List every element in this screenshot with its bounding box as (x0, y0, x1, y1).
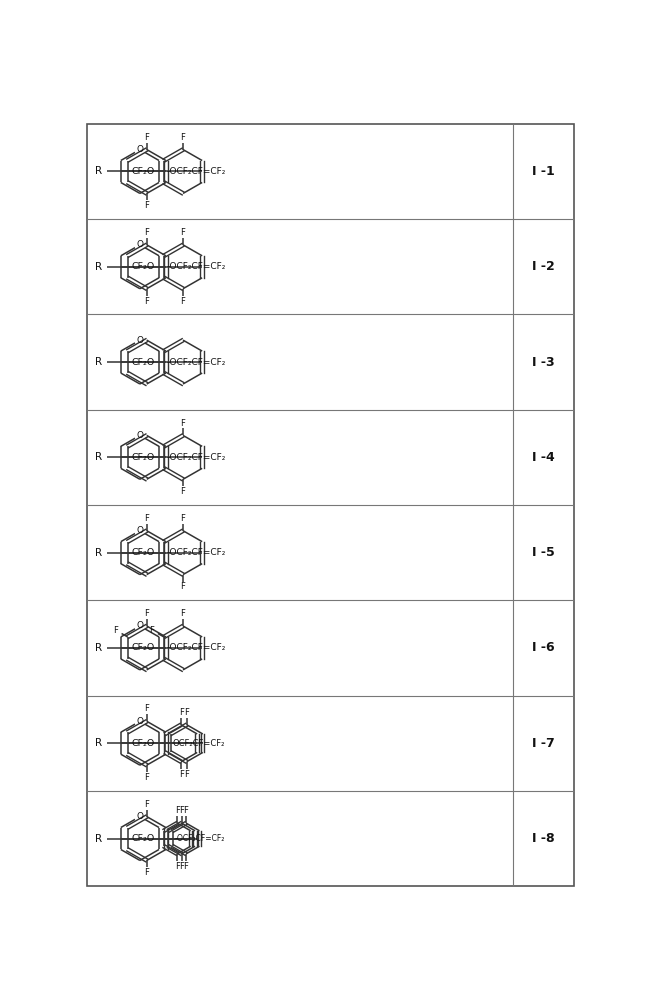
Text: F: F (179, 862, 184, 871)
Text: -OCF₂CF=CF₂: -OCF₂CF=CF₂ (167, 262, 226, 271)
Text: I -6: I -6 (532, 641, 555, 654)
Text: F: F (184, 708, 189, 717)
Circle shape (135, 430, 145, 440)
Text: R: R (95, 166, 102, 176)
Text: I -3: I -3 (532, 356, 555, 369)
Circle shape (135, 240, 145, 250)
Text: R: R (95, 834, 102, 844)
Text: I -4: I -4 (532, 451, 555, 464)
Text: -OCF₂CF=CF₂: -OCF₂CF=CF₂ (167, 548, 226, 557)
Text: CF₂O: CF₂O (132, 453, 155, 462)
Text: -OCF₂CF=CF₂: -OCF₂CF=CF₂ (167, 358, 226, 367)
Circle shape (135, 812, 145, 822)
Circle shape (135, 716, 145, 726)
Circle shape (135, 335, 145, 345)
Text: O: O (136, 717, 143, 726)
Text: F: F (181, 297, 186, 306)
Circle shape (135, 621, 145, 631)
Text: R: R (95, 452, 102, 462)
Circle shape (135, 526, 145, 536)
Text: F: F (181, 582, 186, 591)
Text: O: O (136, 240, 143, 249)
Text: I -2: I -2 (532, 260, 555, 273)
Text: F: F (181, 487, 186, 496)
Text: F: F (144, 800, 149, 809)
Text: R: R (95, 643, 102, 653)
Text: F: F (144, 514, 149, 523)
Text: I -1: I -1 (532, 165, 555, 178)
Text: O: O (136, 621, 143, 630)
Text: O: O (136, 526, 143, 535)
Text: F: F (144, 609, 149, 618)
Text: -OCF₂CF=CF₂: -OCF₂CF=CF₂ (167, 167, 226, 176)
Text: F: F (144, 704, 149, 713)
Text: O: O (136, 145, 143, 154)
Text: F: F (181, 514, 186, 523)
Text: CF₂O: CF₂O (132, 358, 155, 367)
Text: F: F (113, 626, 118, 635)
Text: CF₂O: CF₂O (132, 262, 155, 271)
Text: F: F (175, 806, 180, 815)
Text: F: F (179, 708, 184, 717)
Text: F: F (144, 201, 149, 210)
Text: F: F (181, 133, 186, 142)
Text: CF₂O: CF₂O (132, 167, 155, 176)
Text: CF₂O: CF₂O (132, 834, 155, 843)
Text: F: F (184, 770, 189, 779)
Text: -OCF₂CF=CF₂: -OCF₂CF=CF₂ (167, 453, 226, 462)
Text: F: F (181, 609, 186, 618)
Text: F: F (179, 770, 184, 779)
Text: F: F (144, 868, 149, 877)
Text: O: O (136, 431, 143, 440)
Text: F: F (150, 626, 154, 635)
Text: I -5: I -5 (532, 546, 555, 559)
Text: F: F (179, 806, 184, 815)
Text: I -7: I -7 (532, 737, 555, 750)
Text: R: R (95, 262, 102, 272)
Text: CF₂O: CF₂O (132, 739, 155, 748)
Text: F: F (144, 228, 149, 237)
Text: I -8: I -8 (532, 832, 555, 845)
Text: R: R (95, 738, 102, 748)
Text: -OCF₂CF=CF₂: -OCF₂CF=CF₂ (174, 834, 224, 843)
Text: F: F (144, 133, 149, 142)
Text: R: R (95, 548, 102, 558)
Text: -OCF₂CF=CF₂: -OCF₂CF=CF₂ (167, 643, 226, 652)
Text: F: F (175, 862, 180, 871)
Text: O: O (136, 336, 143, 345)
Text: F: F (181, 419, 186, 428)
Text: O: O (136, 812, 143, 821)
Circle shape (135, 145, 145, 155)
Text: R: R (95, 357, 102, 367)
Text: F: F (144, 297, 149, 306)
Text: F: F (184, 806, 188, 815)
Text: OCF₂CF=CF₂: OCF₂CF=CF₂ (173, 739, 225, 748)
Text: F: F (144, 773, 149, 782)
Text: CF₂O: CF₂O (132, 548, 155, 557)
Text: CF₂O: CF₂O (132, 643, 155, 652)
Text: F: F (181, 228, 186, 237)
Text: F: F (184, 862, 188, 871)
